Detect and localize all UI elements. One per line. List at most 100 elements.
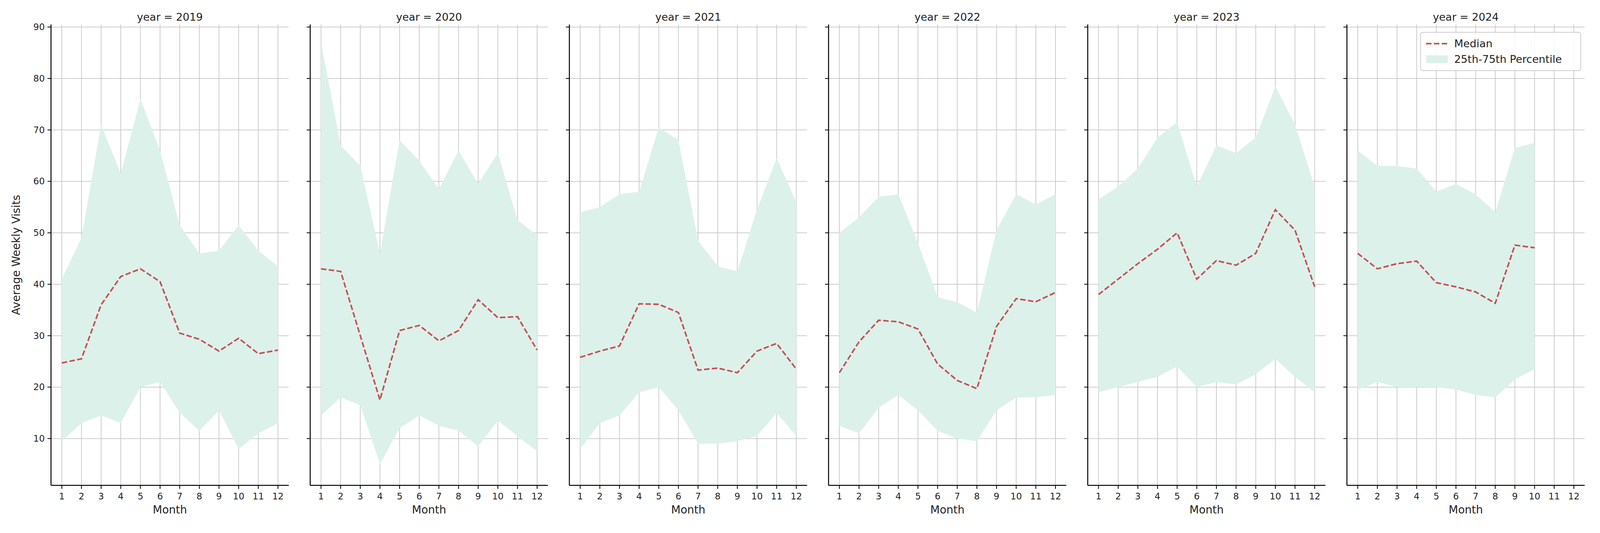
x-tick bbox=[536, 485, 538, 490]
x-tick bbox=[737, 485, 738, 490]
x-tick bbox=[776, 485, 777, 490]
x-tick bbox=[658, 485, 659, 490]
x-tick bbox=[1157, 485, 1158, 490]
y-tick bbox=[1084, 78, 1088, 79]
y-tick bbox=[47, 232, 52, 234]
x-tick-label: 7 bbox=[176, 491, 183, 502]
x-tick bbox=[359, 485, 361, 490]
y-tick bbox=[1343, 232, 1347, 234]
x-tick bbox=[678, 485, 679, 490]
grid-line bbox=[828, 129, 1067, 131]
legend-swatch bbox=[1426, 42, 1449, 45]
grid-line bbox=[569, 78, 808, 79]
y-tick-label: 20 bbox=[33, 382, 45, 393]
x-tick bbox=[1275, 485, 1276, 490]
data-group bbox=[321, 42, 538, 465]
x-tick-label: 7 bbox=[1472, 491, 1479, 502]
y-tick-label: 10 bbox=[33, 433, 45, 444]
y-tick bbox=[47, 283, 52, 285]
x-tick bbox=[1475, 485, 1477, 490]
y-tick-label: 60 bbox=[33, 176, 45, 187]
x-tick-label: 5 bbox=[655, 491, 662, 502]
x-tick-label: 10 bbox=[1010, 491, 1022, 502]
y-tick bbox=[47, 335, 52, 337]
y-tick bbox=[47, 386, 52, 388]
x-tick bbox=[340, 485, 342, 490]
y-tick bbox=[1343, 129, 1347, 131]
y-tick bbox=[306, 283, 311, 285]
y-tick bbox=[566, 78, 570, 79]
x-tick bbox=[1416, 485, 1418, 490]
grid-line bbox=[569, 438, 808, 440]
x-tick bbox=[839, 485, 840, 490]
x-tick-label: 11 bbox=[252, 491, 265, 502]
median-line bbox=[321, 268, 538, 400]
x-tick bbox=[1357, 485, 1359, 490]
x-tick-label: 12 bbox=[1049, 491, 1061, 502]
x-tick bbox=[1176, 485, 1178, 490]
grid-line bbox=[1553, 24, 1555, 486]
grid-line bbox=[1087, 386, 1326, 388]
percentile-band bbox=[321, 42, 538, 465]
x-tick-label: 12 bbox=[790, 491, 802, 502]
x-tick bbox=[1015, 485, 1017, 490]
x-tick bbox=[61, 485, 63, 490]
x-tick bbox=[878, 485, 879, 490]
legend-label: Median bbox=[1454, 37, 1493, 50]
x-tick bbox=[1573, 485, 1575, 490]
x-axis-label: Month bbox=[1189, 503, 1224, 517]
x-tick bbox=[418, 485, 420, 490]
data-group bbox=[580, 127, 797, 449]
y-axis-label: Average Weekly Visits bbox=[9, 194, 23, 316]
y-tick bbox=[566, 438, 570, 440]
panel-title: year = 2023 bbox=[1173, 10, 1240, 24]
median-line bbox=[61, 268, 278, 363]
x-tick-label: 10 bbox=[751, 491, 763, 502]
x-tick bbox=[120, 485, 122, 490]
y-tick bbox=[1084, 386, 1088, 388]
x-tick bbox=[858, 485, 860, 490]
x-tick-label: 4 bbox=[1154, 491, 1161, 502]
grid-line bbox=[310, 129, 549, 131]
panel-title: year = 2022 bbox=[914, 10, 981, 24]
page: {"chart_data": [ {"type": "line", "title… bbox=[0, 0, 1600, 533]
x-tick-label: 10 bbox=[232, 491, 245, 502]
y-axis-line bbox=[50, 24, 52, 486]
x-tick-label: 5 bbox=[1174, 491, 1181, 502]
x-axis-label: Month bbox=[1448, 503, 1484, 517]
x-tick bbox=[1216, 485, 1217, 490]
y-tick bbox=[306, 129, 311, 131]
grid-line bbox=[569, 26, 808, 28]
panel: 123456789101112year = 2021Month bbox=[566, 10, 808, 517]
x-tick bbox=[477, 485, 479, 490]
x-tick-label: 9 bbox=[1252, 491, 1259, 502]
y-tick bbox=[1084, 232, 1088, 234]
x-tick bbox=[1314, 485, 1316, 490]
grid-line bbox=[828, 438, 1067, 440]
x-axis-line bbox=[51, 485, 290, 487]
median-line bbox=[580, 303, 797, 374]
y-tick bbox=[825, 386, 829, 388]
grid-line bbox=[1346, 438, 1585, 440]
y-tick bbox=[825, 26, 829, 28]
y-tick bbox=[47, 26, 52, 28]
y-tick bbox=[1343, 386, 1347, 388]
y-tick-label: 90 bbox=[33, 21, 45, 33]
x-tick-label: 2 bbox=[1115, 491, 1122, 502]
legend-swatch bbox=[1426, 55, 1449, 64]
x-tick-label: 6 bbox=[934, 491, 941, 502]
x-tick-label: 9 bbox=[734, 491, 741, 502]
y-tick bbox=[825, 335, 829, 337]
x-tick bbox=[179, 485, 181, 490]
background bbox=[0, 0, 1600, 533]
data-group bbox=[1098, 86, 1315, 393]
x-axis-line bbox=[1087, 485, 1326, 487]
x-axis-line bbox=[828, 485, 1067, 487]
grid-line bbox=[1087, 78, 1326, 79]
percentile-band bbox=[1357, 142, 1535, 398]
x-tick-label: 2 bbox=[856, 491, 863, 502]
legend-label: 25th-75th Percentile bbox=[1454, 53, 1563, 66]
x-tick-label: 7 bbox=[435, 491, 442, 502]
x-axis-line bbox=[310, 485, 549, 487]
y-tick bbox=[306, 78, 311, 79]
